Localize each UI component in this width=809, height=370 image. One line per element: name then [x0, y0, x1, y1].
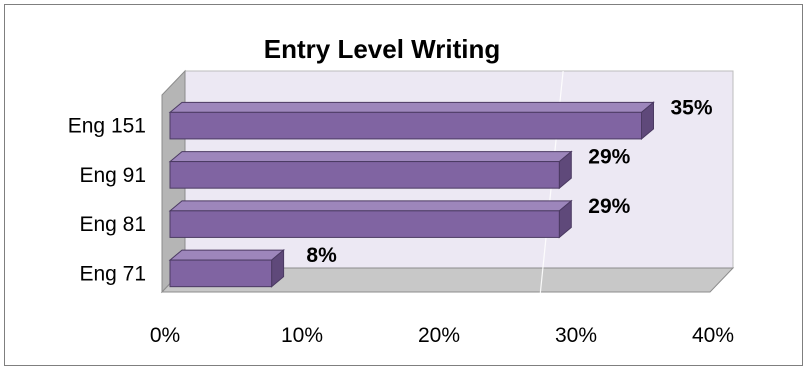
bar — [168, 150, 573, 190]
bar-top-face — [168, 200, 573, 212]
bar-top-face — [168, 101, 655, 113]
bar — [168, 249, 285, 288]
x-tick-label: 0% — [150, 324, 180, 347]
category-label: Eng 71 — [79, 262, 146, 285]
bar-front-face — [169, 161, 560, 189]
bar-front-face — [169, 111, 642, 140]
bar-top-face — [168, 151, 573, 163]
category-label: Eng 151 — [68, 115, 146, 138]
data-label: 29% — [588, 195, 630, 218]
category-label: Eng 91 — [79, 164, 146, 187]
chart-title: Entry Level Writing — [264, 34, 500, 64]
bar — [168, 199, 573, 239]
category-labels: Eng 151 Eng 91 Eng 81 Eng 71 — [68, 115, 146, 286]
data-labels: 35% 29% 29% 8% — [306, 96, 712, 267]
x-tick-labels: 0% 10% 20% 30% 40% — [150, 324, 734, 347]
x-tick-label: 30% — [555, 324, 597, 347]
bar-front-face — [169, 259, 273, 288]
bar-front-face — [169, 210, 560, 238]
bar — [168, 101, 655, 140]
data-label: 8% — [306, 244, 337, 267]
x-tick-label: 40% — [692, 324, 734, 347]
x-tick-label: 20% — [418, 324, 460, 347]
category-label: Eng 81 — [79, 213, 146, 236]
data-label: 35% — [670, 96, 712, 119]
x-tick-label: 10% — [281, 324, 323, 347]
bars-group — [168, 101, 655, 288]
bar-top-face — [168, 249, 285, 261]
data-label: 29% — [588, 146, 630, 169]
